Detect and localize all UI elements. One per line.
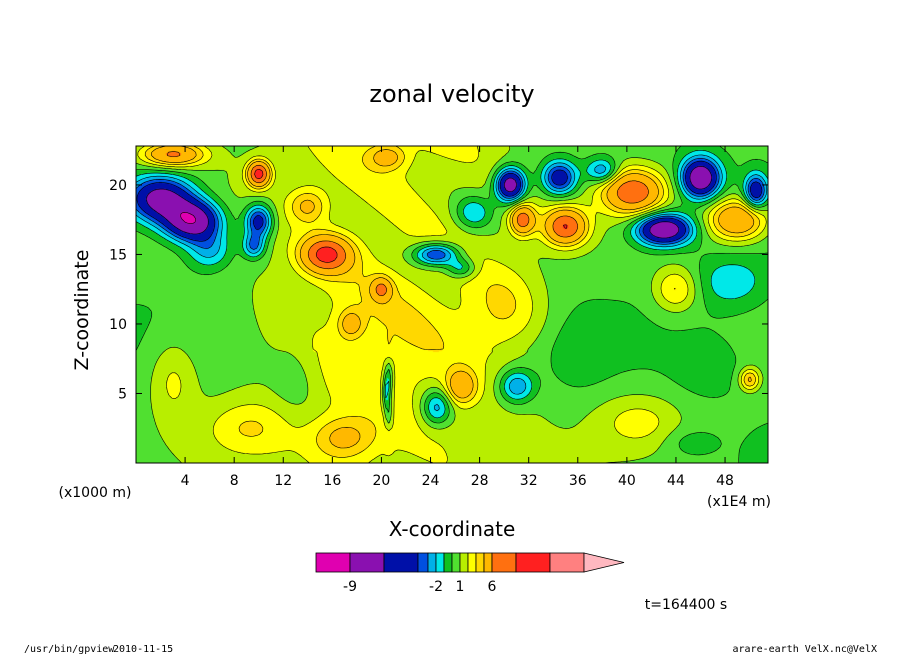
contour-line [167,151,649,296]
colorbar-segment [459,552,469,573]
x-axis-ticks: 4 8 12 16 20 24 28 32 36 40 44 48 [181,146,734,489]
x-tick-label: 16 [323,473,341,489]
contour-line [180,212,197,224]
colorbar: -9 -2 1 6 [315,552,625,595]
colorbar-segment [443,552,453,573]
x-tick-label: 44 [667,473,685,489]
colorbar-segment [467,552,477,573]
colorbar-segment [435,552,445,573]
y-axis-ticks: 5 10 15 20 [109,178,768,402]
colorbar-tick-label: -2 [429,579,443,595]
x-axis-label: X-coordinate [389,517,516,541]
y-axis-label: Z-coordinate [71,250,93,371]
colorbar-segment [451,552,461,573]
plot-frame [135,145,769,464]
contour-line [135,145,769,464]
colorbar-segment [417,552,429,573]
y-axis-unit: (x1000 m) [59,485,132,501]
contour-line [135,158,765,260]
x-tick-label: 36 [569,473,587,489]
contour-line [151,145,755,449]
footer-file-name: arare-earth_VelX.nc@VelX [733,644,878,654]
velocity-field [136,146,768,463]
colorbar-segment [475,552,485,573]
footer-program-path: /usr/bin/gpview [24,644,115,654]
y-tick-label: 10 [109,317,127,333]
colorbar-segment [491,552,517,573]
colorbar-tick-label: 1 [456,579,465,595]
colorbar-arrow [583,552,625,573]
colorbar-segment [515,552,551,573]
contour-line [135,145,769,464]
colorbar-tick-label: -9 [343,579,357,595]
contour-line [136,160,763,243]
x-tick-label: 12 [274,473,292,489]
y-tick-label: 15 [109,247,127,263]
x-tick-label: 8 [230,473,239,489]
colorbar-segment [549,552,585,573]
contour-line [135,150,769,419]
x-tick-label: 32 [520,473,538,489]
contour-line [254,168,568,263]
contour-line [146,166,712,239]
x-axis-unit: (x1E4 m) [707,494,771,510]
colorbar-segment [427,552,437,573]
x-tick-label: 20 [373,473,391,489]
y-tick-label: 5 [118,386,127,402]
colorbar-segment [315,552,351,573]
colorbar-tick-label: 6 [488,579,497,595]
x-tick-label: 24 [422,473,440,489]
contour-lines [135,145,769,464]
contour-line [144,145,760,458]
time-label: t=164400 s [645,597,727,613]
chart-title: zonal velocity [369,80,534,108]
footer-date: 2010-11-15 [113,644,173,654]
x-tick-label: 4 [181,473,190,489]
y-tick-label: 20 [109,178,127,194]
colorbar-segment [349,552,385,573]
contour-line [137,145,767,464]
contour-line [135,154,768,412]
x-tick-label: 28 [471,473,489,489]
x-tick-label: 40 [618,473,636,489]
colorbar-segment [483,552,493,573]
x-tick-label: 48 [716,473,734,489]
colorbar-segment [383,552,419,573]
